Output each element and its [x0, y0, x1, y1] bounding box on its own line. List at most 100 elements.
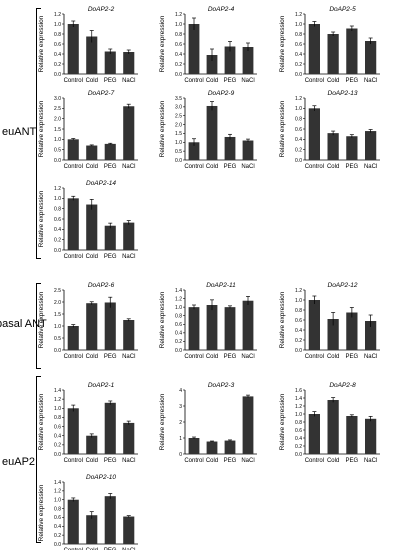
bar	[104, 225, 116, 250]
bar	[86, 145, 98, 160]
bar	[188, 438, 200, 454]
y-tick-label: 1.2	[54, 489, 61, 495]
y-tick-label: 3.0	[54, 96, 61, 102]
bar	[67, 326, 79, 350]
y-tick-label: 0.0	[175, 158, 182, 164]
bar	[123, 422, 135, 454]
y-tick-label: 1.4	[295, 396, 302, 402]
x-tick-label: Cold	[327, 458, 339, 464]
y-tick-label: 0.6	[54, 515, 61, 521]
y-tick-label: 0.0	[54, 348, 61, 354]
y-tick-label: 0.6	[295, 127, 302, 133]
y-tick-label: 3	[179, 404, 182, 410]
x-tick-label: Cold	[86, 458, 98, 464]
x-tick-label: Control	[64, 458, 83, 464]
y-tick-label: 0.6	[54, 217, 61, 223]
x-tick-label: NaCl	[122, 548, 135, 550]
y-tick-label: 0.2	[175, 339, 182, 345]
x-tick-label: NaCl	[364, 78, 377, 84]
y-tick-label: 1	[179, 436, 182, 442]
bar	[123, 106, 135, 160]
bar	[308, 300, 320, 350]
bar	[188, 24, 200, 74]
y-tick-label: 0.2	[295, 338, 302, 344]
y-tick-label: 1.2	[54, 186, 61, 192]
bar	[67, 139, 79, 160]
y-tick-label: 3.5	[175, 96, 182, 102]
panel-title: DoAP2-7	[88, 90, 115, 97]
panel-title: DoAP2-4	[208, 6, 235, 13]
x-tick-label: Cold	[86, 354, 98, 360]
y-axis-label: Relative expression	[279, 15, 286, 72]
x-tick-label: Cold	[86, 254, 98, 260]
y-axis-label: Relative expression	[38, 100, 45, 157]
bar	[188, 307, 200, 350]
bar	[224, 307, 236, 350]
bar	[308, 108, 320, 160]
bar	[224, 440, 236, 454]
bar	[224, 46, 236, 74]
bar	[123, 222, 135, 250]
x-tick-label: Control	[184, 164, 203, 170]
panel-title: DoAP2-14	[86, 180, 116, 187]
x-tick-label: Cold	[86, 78, 98, 84]
bar	[86, 435, 98, 454]
y-tick-label: 0.8	[54, 506, 61, 512]
y-tick-label: 1.2	[295, 404, 302, 410]
y-tick-label: 0.0	[54, 248, 61, 254]
y-axis-label: Relative expression	[38, 15, 45, 72]
x-tick-label: PEG	[104, 164, 117, 170]
bar	[242, 300, 254, 350]
y-tick-label: 3.0	[175, 105, 182, 111]
y-tick-label: 0.2	[295, 62, 302, 68]
y-axis-label: Relative expression	[38, 190, 45, 247]
y-tick-label: 0.8	[295, 308, 302, 314]
x-tick-label: Control	[64, 354, 83, 360]
y-tick-label: 1.5	[54, 312, 61, 318]
panel-title: DoAP2-5	[329, 6, 356, 13]
y-tick-label: 0.0	[54, 452, 61, 458]
x-tick-label: Cold	[86, 548, 98, 550]
y-tick-label: 1.0	[295, 298, 302, 304]
bar	[86, 303, 98, 350]
x-tick-label: Control	[64, 548, 83, 550]
bar	[67, 24, 79, 74]
y-axis-label: Relative expression	[38, 393, 45, 450]
y-tick-label: 0.6	[54, 424, 61, 430]
y-tick-label: 2.0	[175, 122, 182, 128]
bar	[327, 133, 339, 160]
x-tick-label: Control	[305, 458, 324, 464]
x-tick-label: PEG	[224, 354, 237, 360]
y-axis-label: Relative expression	[159, 15, 166, 72]
x-tick-label: Control	[64, 254, 83, 260]
group-label-basal-ant: basal ANT	[0, 318, 47, 330]
y-tick-label: 2.5	[175, 114, 182, 120]
bar	[327, 34, 339, 74]
bar	[104, 402, 116, 454]
y-tick-label: 0.0	[295, 348, 302, 354]
bar	[104, 51, 116, 74]
y-axis-label: Relative expression	[38, 291, 45, 348]
x-tick-label: PEG	[224, 78, 237, 84]
y-tick-label: 0.4	[54, 434, 61, 440]
y-tick-label: 1.0	[295, 22, 302, 28]
y-tick-label: 4	[179, 388, 182, 394]
y-tick-label: 0.6	[54, 42, 61, 48]
group-bracket-euap2	[36, 376, 41, 543]
y-axis-label: Relative expression	[279, 393, 286, 450]
x-tick-label: PEG	[104, 458, 117, 464]
group-label-euap2: euAP2	[2, 456, 36, 468]
y-tick-label: 0.0	[295, 72, 302, 78]
x-tick-label: NaCl	[241, 458, 254, 464]
x-tick-label: PEG	[346, 164, 359, 170]
bar	[327, 319, 339, 350]
y-tick-label: 0.8	[54, 206, 61, 212]
y-tick-label: 0.2	[295, 147, 302, 153]
y-axis-label: Relative expression	[159, 291, 166, 348]
y-tick-label: 0.5	[175, 149, 182, 155]
y-tick-label: 0.8	[54, 415, 61, 421]
y-tick-label: 0.6	[175, 42, 182, 48]
y-tick-label: 1.5	[175, 131, 182, 137]
bar	[86, 204, 98, 250]
